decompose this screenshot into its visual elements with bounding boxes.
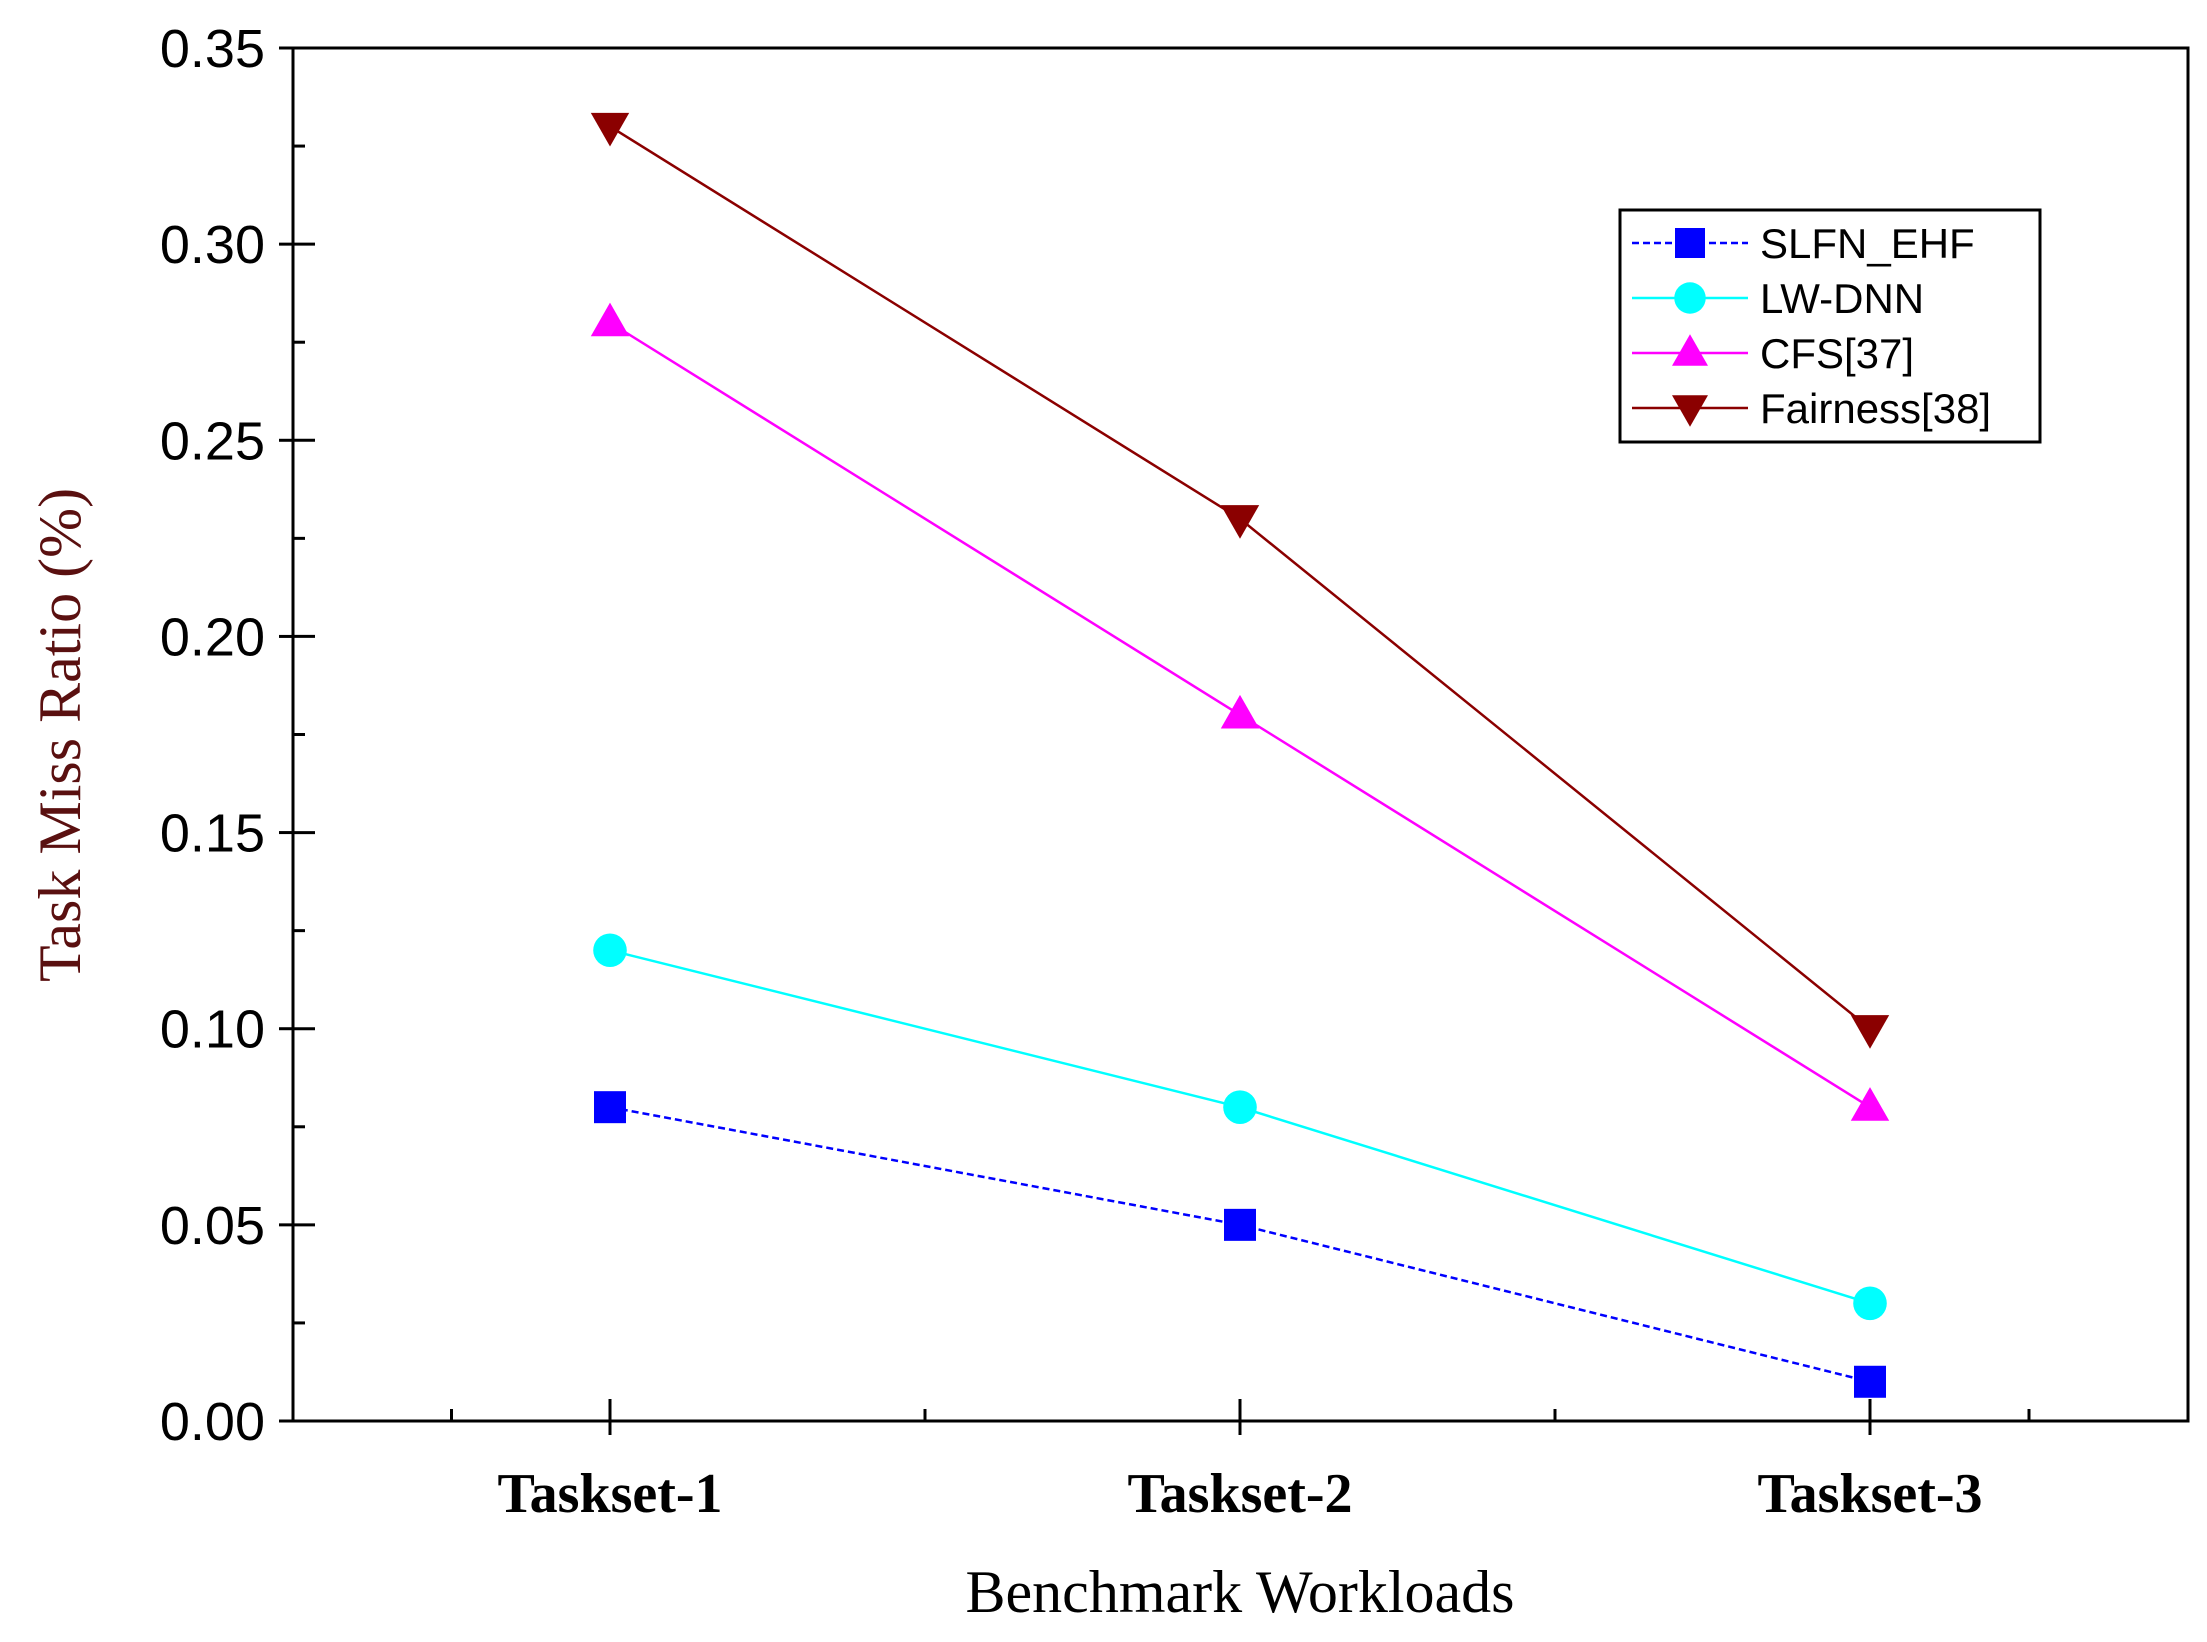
x-axis: Taskset-1 Taskset-2 Taskset-3 — [450, 1399, 2031, 1525]
legend-item: SLFN_EHF — [1632, 220, 1975, 267]
x-axis-title: Benchmark Workloads — [966, 1559, 1515, 1625]
legend-label: Fairness[38] — [1760, 385, 1991, 432]
y-tick-label: 0.35 — [160, 19, 265, 79]
y-tick-label: 0.30 — [160, 215, 265, 275]
legend-marker — [1672, 334, 1708, 366]
data-point — [593, 933, 627, 968]
legend-marker — [1672, 395, 1708, 427]
legend-marker — [1674, 282, 1706, 314]
y-axis-title: Task Miss Ratio (%) — [27, 488, 93, 982]
series-line — [609, 949, 1871, 1305]
legend-label: LW-DNN — [1760, 275, 1924, 322]
y-tick-label: 0.25 — [160, 411, 265, 471]
y-tick-label: 0.05 — [160, 1196, 265, 1256]
data-point — [1220, 505, 1260, 539]
y-axis: 0.00 0.05 0.10 0.15 0.20 0.25 0.30 0.35 — [160, 19, 315, 1452]
legend-item: Fairness[38] — [1632, 385, 1991, 432]
x-tick-label: Taskset-1 — [497, 1463, 722, 1525]
data-point — [1853, 1286, 1887, 1321]
data-point — [1220, 694, 1260, 729]
x-tick-label: Taskset-3 — [1757, 1463, 1982, 1525]
y-tick-label: 0.15 — [160, 804, 265, 864]
y-tick-label: 0.00 — [160, 1392, 265, 1452]
series-LW-DNN — [593, 933, 1887, 1321]
series-SLFN_EHF — [594, 1091, 1886, 1398]
data-point — [1850, 1087, 1890, 1121]
series-CFS[37] — [590, 302, 1890, 1121]
y-tick-label: 0.10 — [160, 1000, 265, 1060]
series-layer — [590, 112, 1890, 1398]
legend-item: CFS[37] — [1632, 330, 1914, 377]
y-tick-label: 0.20 — [160, 607, 265, 667]
data-point — [1223, 1090, 1257, 1124]
series-Fairness[38] — [590, 112, 1890, 1049]
legend-label: SLFN_EHF — [1760, 220, 1975, 267]
data-point — [1224, 1208, 1256, 1241]
data-point — [1850, 1015, 1890, 1049]
data-point — [1854, 1365, 1886, 1398]
data-point — [594, 1091, 626, 1124]
x-tick-label: Taskset-2 — [1127, 1463, 1352, 1525]
legend-label: CFS[37] — [1760, 330, 1914, 377]
legend: SLFN_EHF LW-DNN CFS[37] Fairness[38] — [1618, 208, 2042, 444]
data-point — [590, 112, 630, 147]
legend-marker — [1675, 228, 1705, 258]
data-point — [590, 302, 630, 337]
legend-item: LW-DNN — [1632, 275, 1924, 322]
